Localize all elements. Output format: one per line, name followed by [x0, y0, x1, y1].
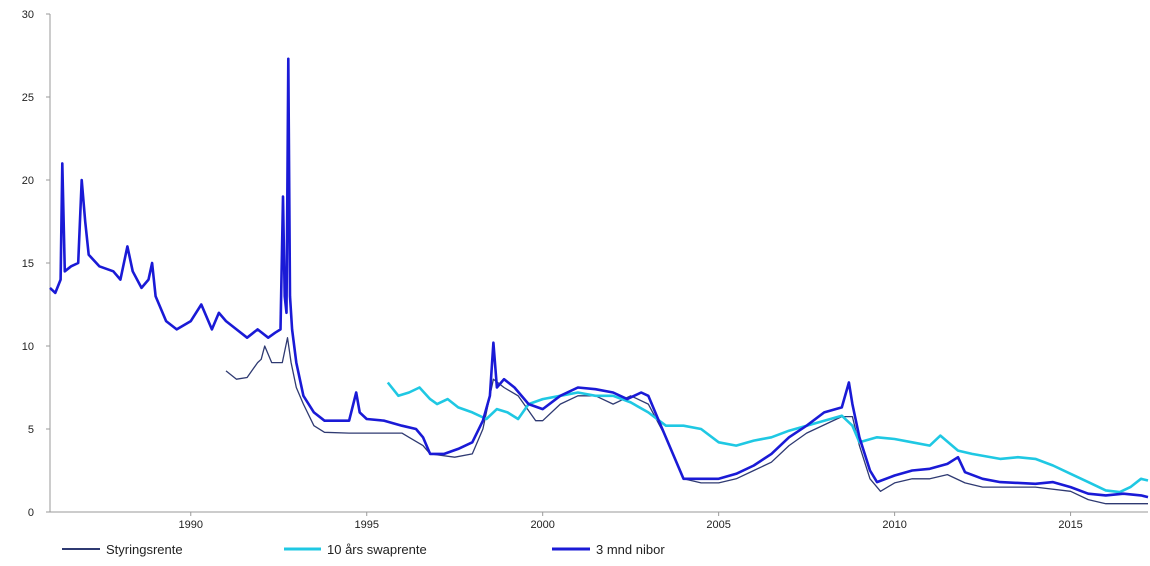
legend-item-swaprente: 10 års swaprente — [284, 542, 427, 557]
y-tick-label: 0 — [28, 507, 34, 519]
y-tick-label: 15 — [22, 258, 34, 270]
x-tick-label: 2010 — [882, 519, 906, 531]
y-tick-label: 20 — [22, 175, 34, 187]
legend: Styringsrente 10 års swaprente 3 mnd nib… — [62, 542, 665, 557]
y-tick-label: 10 — [22, 341, 34, 353]
y-tick-label: 5 — [28, 424, 34, 436]
x-tick-label: 2000 — [530, 519, 554, 531]
x-tick-label: 1990 — [179, 519, 203, 531]
plot-frame — [49, 14, 1148, 513]
legend-label-swaprente: 10 års swaprente — [327, 542, 427, 557]
x-axis-ticks: 1990 1995 2000 2005 2010 2015 — [179, 512, 1083, 531]
series-line-styringsrente — [225, 337, 1148, 505]
y-tick-label: 30 — [22, 9, 34, 21]
legend-item-styringsrente: Styringsrente — [62, 542, 183, 557]
y-axis-ticks: 0 5 10 15 20 25 30 — [22, 9, 50, 519]
legend-label-styringsrente: Styringsrente — [106, 542, 183, 557]
x-tick-label: 1995 — [354, 519, 378, 531]
series-line-10-rs-swaprente — [386, 381, 1149, 494]
legend-label-nibor: 3 mnd nibor — [596, 542, 665, 557]
x-tick-label: 2015 — [1058, 519, 1082, 531]
series-layer — [49, 57, 1149, 505]
series-line-3-mnd-nibor — [49, 57, 1149, 499]
x-tick-label: 2005 — [706, 519, 730, 531]
y-tick-label: 25 — [22, 92, 34, 104]
legend-item-nibor: 3 mnd nibor — [552, 542, 665, 557]
